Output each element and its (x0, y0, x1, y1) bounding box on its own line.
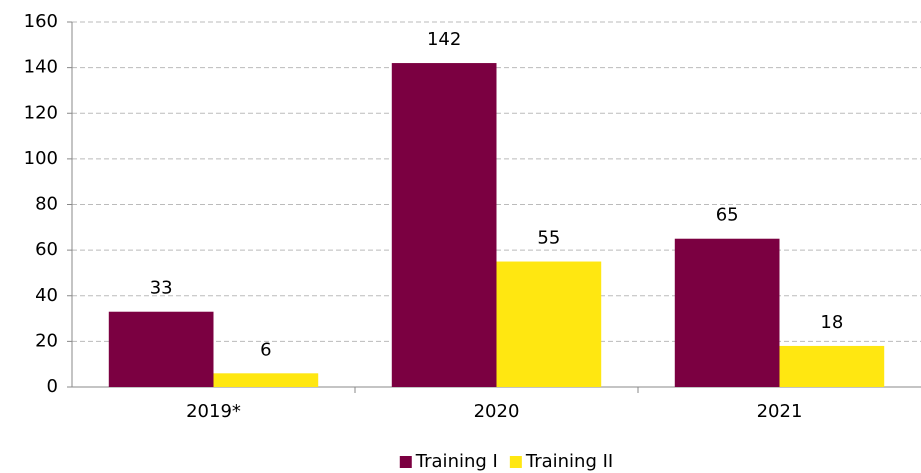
legend-swatch (399, 456, 412, 468)
y-tick-label: 140 (24, 57, 58, 78)
y-tick-label: 60 (35, 239, 58, 260)
bar (108, 311, 214, 387)
y-tick-label: 160 (24, 11, 58, 32)
bar (496, 261, 602, 387)
x-tick-label: 2021 (757, 401, 803, 422)
legend-label: Training II (525, 451, 613, 472)
data-label: 142 (427, 29, 461, 50)
data-label: 18 (820, 312, 843, 333)
bar (391, 63, 497, 387)
data-label: 6 (260, 339, 271, 360)
y-tick-label: 20 (35, 330, 58, 351)
y-tick-label: 40 (35, 285, 58, 306)
legend-swatch (509, 456, 522, 468)
bar (213, 373, 319, 387)
data-label: 65 (716, 205, 739, 226)
y-tick-label: 0 (47, 376, 58, 397)
bar (779, 345, 885, 387)
data-label: 55 (537, 228, 560, 249)
x-tick-label: 2020 (474, 401, 520, 422)
y-tick-label: 80 (35, 194, 58, 215)
data-label: 33 (150, 278, 173, 299)
legend-label: Training I (415, 451, 498, 472)
y-tick-label: 120 (24, 102, 58, 123)
y-tick-label: 100 (24, 148, 58, 169)
x-tick-label: 2019* (186, 401, 241, 422)
bar (674, 238, 780, 387)
